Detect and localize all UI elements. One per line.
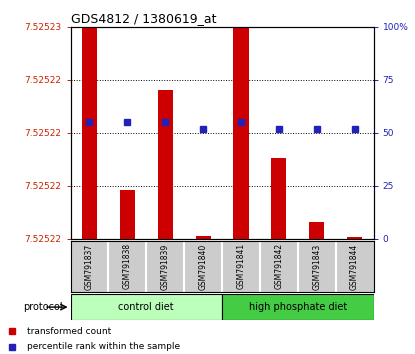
Text: GSM791844: GSM791844 — [350, 243, 359, 290]
Bar — [309, 222, 324, 239]
Text: GSM791841: GSM791841 — [237, 243, 245, 290]
Bar — [222, 294, 374, 320]
Bar — [195, 236, 211, 239]
Bar — [120, 190, 135, 239]
Text: GSM791843: GSM791843 — [312, 243, 321, 290]
Bar — [158, 90, 173, 239]
Text: percentile rank within the sample: percentile rank within the sample — [27, 342, 180, 352]
Bar — [82, 27, 97, 239]
Bar — [347, 237, 362, 239]
Text: GSM791839: GSM791839 — [161, 243, 170, 290]
Text: GSM791838: GSM791838 — [123, 243, 132, 290]
Bar — [71, 294, 222, 320]
Text: protocol: protocol — [23, 302, 62, 312]
Bar — [271, 158, 286, 239]
Text: GSM791837: GSM791837 — [85, 243, 94, 290]
Text: GSM791840: GSM791840 — [199, 243, 208, 290]
Text: GSM791842: GSM791842 — [274, 243, 283, 290]
Text: high phosphate diet: high phosphate diet — [249, 302, 347, 312]
Bar — [233, 27, 249, 239]
Text: control diet: control diet — [118, 302, 174, 312]
Text: transformed count: transformed count — [27, 326, 111, 336]
Text: GDS4812 / 1380619_at: GDS4812 / 1380619_at — [71, 12, 216, 25]
